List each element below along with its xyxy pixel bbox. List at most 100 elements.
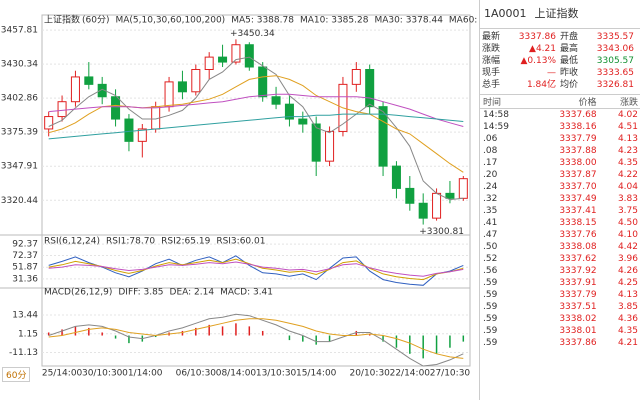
quote-value: 3337.86 <box>518 32 556 42</box>
tick-row: .52 3337.62 3.96 <box>480 253 640 265</box>
series-line <box>48 56 464 201</box>
series-line <box>48 75 464 173</box>
candle-body <box>458 178 468 199</box>
tick-cell: 3337.79 <box>559 134 597 144</box>
candle-body <box>70 76 80 103</box>
tick-cell: 3.96 <box>617 254 638 264</box>
candle-body <box>365 69 375 108</box>
candle-body <box>445 192 455 199</box>
tick-cell: 3337.62 <box>559 254 597 264</box>
candle-body <box>311 123 321 162</box>
tick-row: 14:58 3337.68 4.02 <box>480 109 640 122</box>
tick-cell: 3338.02 <box>559 314 597 324</box>
y-tick-label: 3402.86 <box>1 94 38 104</box>
candle-body <box>298 118 308 125</box>
legend-label: RSI1:78.70 <box>106 237 155 247</box>
tick-cell: 4.26 <box>617 266 638 276</box>
quote-header: 1A0001 上证指数 <box>480 0 640 29</box>
tick-cell: .59 <box>483 302 498 312</box>
tick-row: .59 3338.02 4.36 <box>480 313 640 325</box>
tick-cell: .52 <box>483 254 498 264</box>
tick-cell: 3337.92 <box>559 266 597 276</box>
candle-body <box>378 106 388 167</box>
candle-body <box>258 66 268 98</box>
candle-body <box>418 202 428 219</box>
quote-label: 总手 <box>482 80 501 90</box>
candle-body <box>284 103 294 120</box>
tick-cell: 3337.49 <box>559 194 597 204</box>
x-tick-label: 13/10:30 <box>256 369 297 379</box>
tick-cell: .24 <box>483 182 498 192</box>
tick-cell: 3337.68 <box>559 110 597 120</box>
y-tick-label: -11.13 <box>9 348 38 358</box>
tick-cell: 4.36 <box>617 314 638 324</box>
tick-row: .24 3337.70 4.04 <box>480 181 640 193</box>
tick-cell: 4.13 <box>617 134 638 144</box>
annotation: +3300.81 <box>419 227 464 237</box>
legend-label: 上证指数 <box>44 14 80 26</box>
legend-label: MA60: 3375.24 <box>449 16 479 26</box>
quote-value: 1.84亿 <box>526 80 556 90</box>
y-tick-label: 3320.44 <box>1 196 38 206</box>
quote-label: 最新 <box>482 32 501 42</box>
x-tick-label: 08/14:00 <box>216 369 257 379</box>
tick-cell: 3337.51 <box>559 302 597 312</box>
x-tick-label: 30/10:30 <box>82 369 123 379</box>
y-tick-label: 51.87 <box>12 263 38 273</box>
tick-row: .59 3337.79 4.13 <box>480 289 640 301</box>
quote-label: 昨收 <box>560 68 579 78</box>
tick-cell: 4.50 <box>617 218 638 228</box>
name: 上证指数 <box>534 7 579 20</box>
y-tick-label: 92.37 <box>12 240 38 250</box>
tick-row: .17 3338.00 4.35 <box>480 157 640 169</box>
annotation: +3450.34 <box>230 29 275 39</box>
tick-row: .06 3337.79 4.13 <box>480 133 640 145</box>
series-line <box>48 93 464 127</box>
tick-cell: 3338.08 <box>559 242 597 252</box>
tick-cell: .50 <box>483 242 498 252</box>
candle-body <box>325 130 335 162</box>
tick-cell: 14:58 <box>483 110 509 120</box>
legend-label: DIFF: 3.85 <box>118 288 163 298</box>
tick-cell: .06 <box>483 134 498 144</box>
tick-row: .59 3337.51 3.85 <box>480 301 640 313</box>
quote-value: ▲0.13% <box>520 56 556 66</box>
quote-label: 涨幅 <box>482 56 501 66</box>
tick-cell: 14:59 <box>483 122 509 132</box>
candle-body <box>218 56 228 63</box>
candle-body <box>44 116 54 130</box>
y-tick-label: 31.36 <box>12 274 38 284</box>
code: 1A0001 <box>484 7 527 20</box>
tick-cell: 4.51 <box>617 122 638 132</box>
y-tick-label: 3375.39 <box>1 128 38 138</box>
tick-row: .35 3337.41 3.75 <box>480 205 640 217</box>
table-header: 价格 <box>530 95 600 109</box>
tick-cell: .59 <box>483 278 498 288</box>
tick-cell: .17 <box>483 158 498 168</box>
tick-cell: 3337.88 <box>559 146 597 156</box>
candle-body <box>124 118 134 142</box>
quote-label: 最高 <box>560 44 579 54</box>
candle-body <box>391 165 401 189</box>
legend-label: MACD(26,12,9) <box>44 288 112 298</box>
period-button[interactable]: 60分 <box>2 367 31 382</box>
tick-cell: 4.42 <box>617 242 638 252</box>
candle-body <box>57 101 67 118</box>
tick-cell: .56 <box>483 266 498 276</box>
tick-cell: 3338.00 <box>559 158 597 168</box>
tick-cell: 3337.76 <box>559 230 597 240</box>
tick-cell: 4.21 <box>617 338 638 348</box>
quote-label: 涨跌 <box>482 44 501 54</box>
y-tick-label: 13.44 <box>12 311 38 321</box>
candle-body <box>204 56 214 70</box>
x-tick-label: 20/10:30 <box>349 369 390 379</box>
tick-cell: .35 <box>483 206 498 216</box>
tick-cell: 3337.87 <box>559 170 597 180</box>
legend-label: MACD: 3.41 <box>220 288 273 298</box>
series-line <box>48 113 464 140</box>
tick-row: .56 3337.92 4.26 <box>480 265 640 277</box>
tick-cell: .20 <box>483 170 498 180</box>
quote-label: 开盘 <box>560 32 579 42</box>
candle-body <box>432 192 442 219</box>
tick-cell: 3337.86 <box>559 338 597 348</box>
